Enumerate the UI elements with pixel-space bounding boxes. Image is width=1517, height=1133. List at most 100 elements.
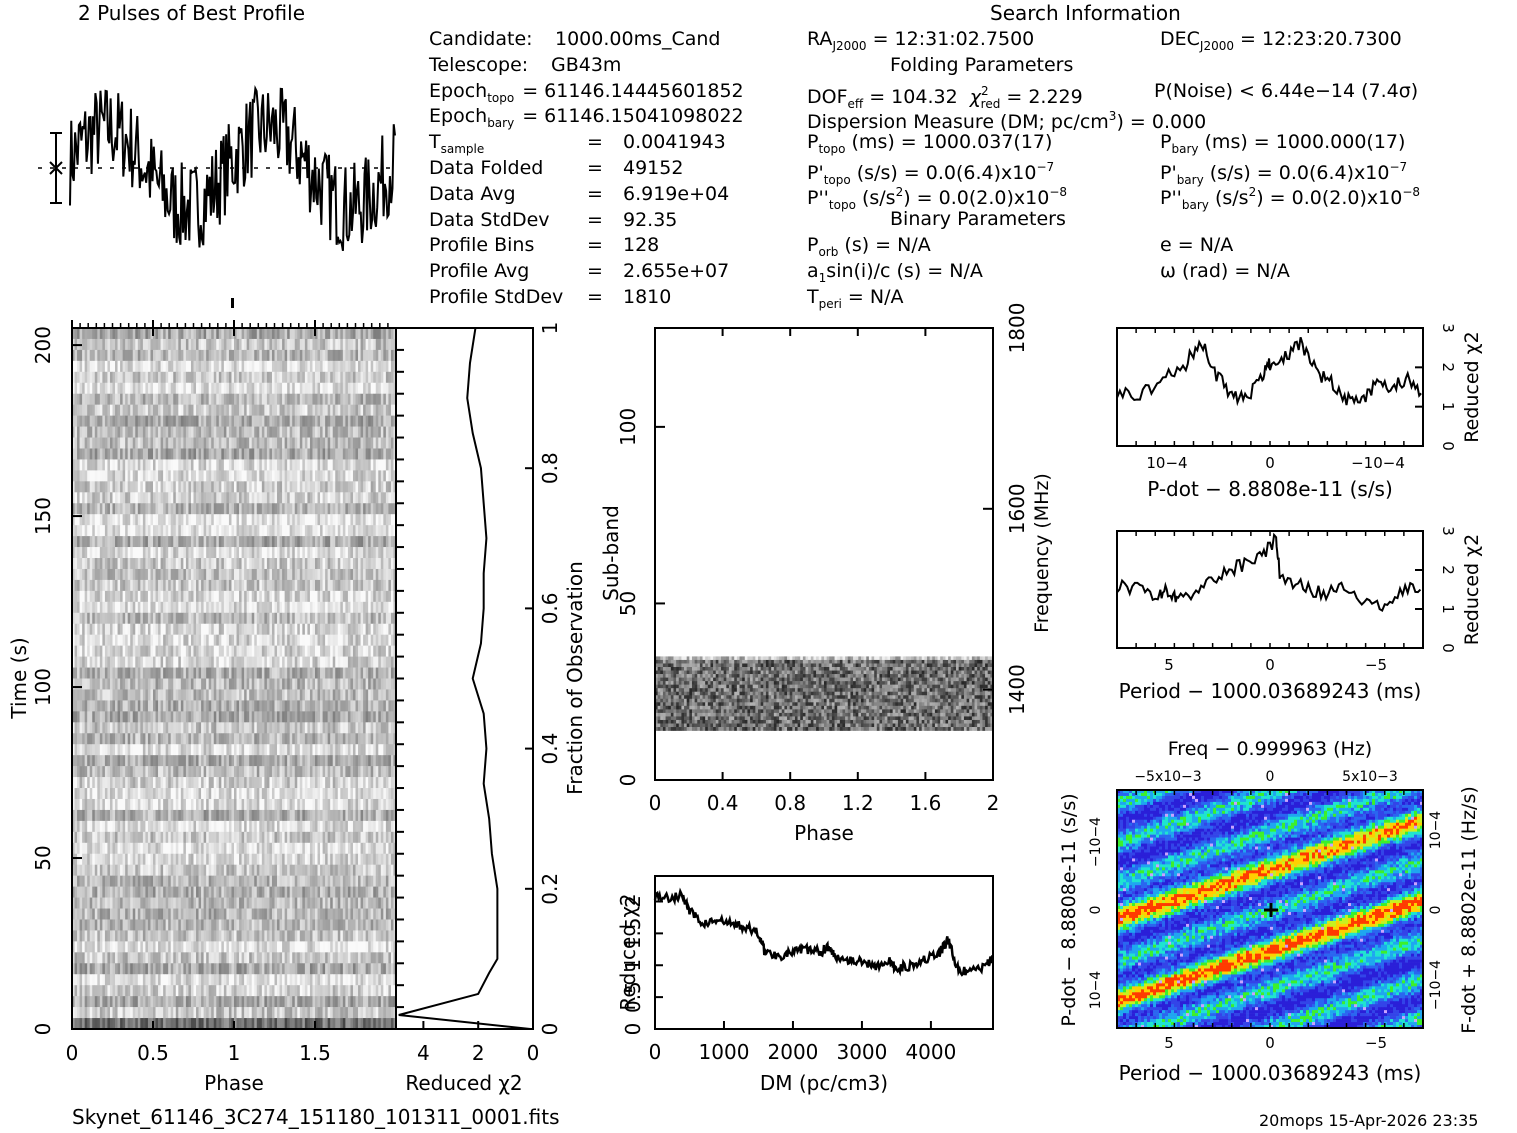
heatmap-cell [188, 393, 192, 405]
heatmap-cell [234, 667, 237, 679]
heatmap-cell [120, 722, 123, 734]
heatmap-cell [211, 437, 215, 449]
heatmap-cell [216, 711, 220, 723]
heatmap-cell [378, 656, 382, 668]
heatmap-cell [173, 382, 177, 395]
heatmap-cell [342, 623, 346, 635]
heatmap-cell [117, 338, 121, 351]
heatmap-cell [249, 656, 253, 668]
heatmap-cell [309, 722, 313, 734]
heatmap-cell [223, 711, 227, 723]
heatmap-cell [261, 667, 265, 679]
heatmap-cell [332, 503, 336, 515]
heatmap-cell [99, 623, 103, 635]
heatmap-cell [320, 601, 323, 614]
heatmap-cell [94, 656, 98, 668]
heatmap-cell [355, 514, 359, 526]
heatmap-cell [284, 415, 288, 427]
heatmap-cell [368, 612, 371, 625]
heatmap-cell [289, 733, 293, 745]
heatmap-cell [261, 404, 265, 416]
heatmap-cell [140, 568, 144, 581]
heatmap-cell [168, 634, 172, 646]
heatmap-cell [327, 349, 331, 362]
heatmap-cell [196, 328, 199, 340]
heatmap-cell [104, 547, 108, 559]
heatmap-cell [358, 645, 361, 657]
heatmap-cell [330, 645, 334, 657]
heatmap-cell [208, 437, 212, 449]
heatmap-cell [297, 656, 301, 668]
heatmap-cell [115, 678, 118, 690]
heatmap-cell [97, 558, 101, 570]
heatmap-cell [72, 328, 75, 340]
heatmap-cell [89, 328, 93, 340]
heatmap-cell [363, 711, 366, 723]
heatmap-cell [170, 656, 174, 668]
heatmap-cell [137, 579, 141, 592]
heatmap-cell [150, 371, 154, 384]
heatmap-cell [322, 437, 326, 449]
heatmap-cell [264, 448, 268, 460]
heatmap-cell [254, 623, 258, 635]
heatmap-cell [153, 514, 156, 526]
heatmap-cell [77, 536, 80, 548]
heatmap-cell [211, 360, 215, 373]
heatmap-cell [74, 514, 78, 526]
heatmap-cell [153, 415, 156, 427]
heatmap-cell [196, 711, 199, 723]
pdtopo-label: P' [807, 162, 824, 184]
heatmap-cell [269, 645, 273, 657]
heatmap-cell [132, 579, 136, 592]
heatmap-cell [393, 645, 397, 657]
heatmap-cell [84, 667, 88, 679]
heatmap-cell [347, 514, 351, 526]
heatmap-cell [274, 722, 278, 734]
heatmap-cell [216, 415, 220, 427]
heatmap-cell [155, 448, 159, 460]
heatmap-cell [322, 558, 326, 570]
heatmap-cell [264, 601, 268, 614]
heatmap-cell [282, 733, 285, 745]
heatmap-cell [196, 547, 199, 559]
heatmap-cell [370, 393, 374, 405]
heatmap-cell [304, 601, 308, 614]
heatmap-cell [180, 612, 184, 625]
heatmap-cell [82, 536, 85, 548]
heatmap-cell [279, 328, 283, 340]
heatmap-cell [130, 590, 134, 603]
heatmap-cell [127, 547, 131, 559]
heatmap-cell [239, 579, 242, 592]
heatmap-cell [292, 525, 296, 537]
info-row: Profile StdDev = 1810 [429, 286, 671, 308]
heatmap-cell [201, 579, 204, 592]
heatmap-cell [72, 382, 75, 395]
heatmap-cell [109, 612, 113, 625]
heatmap-cell [135, 459, 139, 471]
heatmap-cell [145, 536, 149, 548]
heatmap-cell [370, 536, 374, 548]
heatmap-cell [264, 623, 268, 635]
heatmap-cell [140, 623, 144, 635]
heatmap-cell [168, 481, 172, 493]
heatmap-cell [271, 547, 275, 559]
heatmap-cell [218, 568, 222, 581]
heatmap-cell [72, 360, 75, 373]
heatmap-cell [342, 733, 346, 745]
heatmap-cell [211, 393, 215, 405]
heatmap-cell [190, 360, 194, 373]
heatmap-cell [190, 536, 194, 548]
heatmap-cell [337, 415, 341, 427]
heatmap-cell [256, 525, 260, 537]
heatmap-cell [284, 349, 288, 362]
heatmap-cell [216, 634, 220, 646]
heatmap-cell [147, 426, 151, 438]
heatmap-cell [84, 568, 88, 581]
heatmap-cell [254, 382, 258, 395]
heatmap-cell [145, 547, 149, 559]
heatmap-cell [271, 733, 275, 745]
heatmap-cell [264, 711, 268, 723]
heatmap-cell [132, 448, 136, 460]
heatmap-cell [211, 733, 215, 745]
heatmap-cell [196, 678, 199, 690]
